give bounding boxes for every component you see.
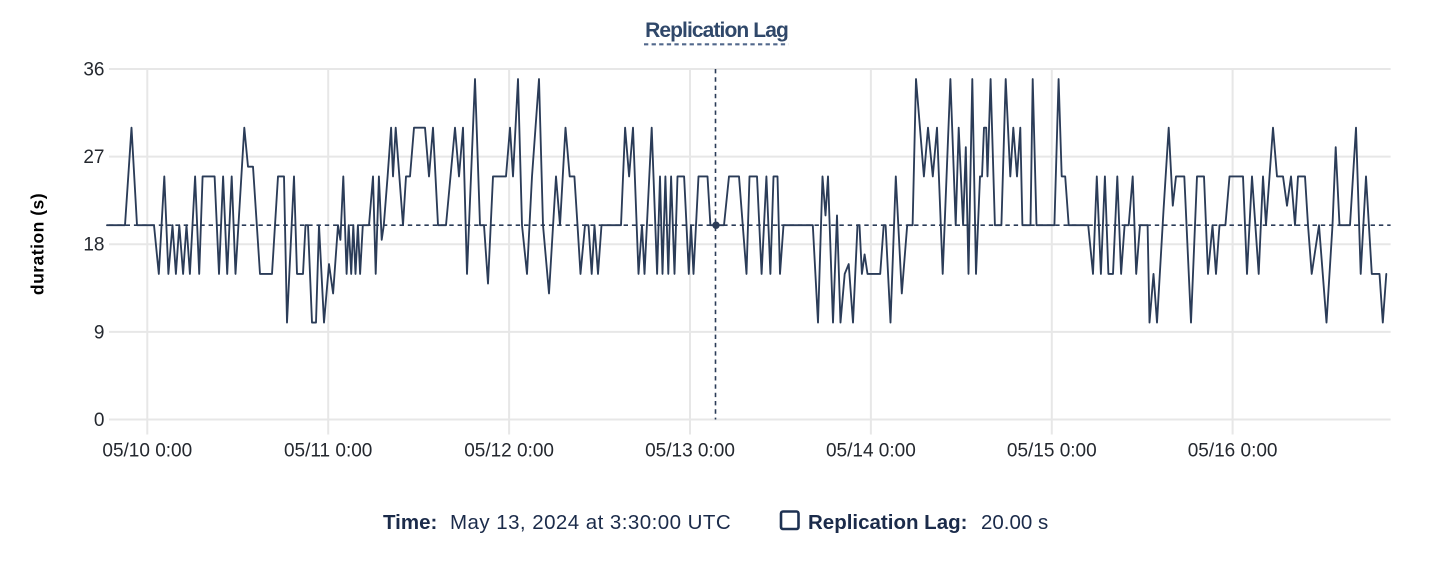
svg-text:20.00 s: 20.00 s	[981, 511, 1048, 534]
svg-text:May 13, 2024 at 3:30:00 UTC: May 13, 2024 at 3:30:00 UTC	[450, 511, 731, 534]
svg-text:36: 36	[83, 60, 104, 81]
svg-text:05/10 0:00: 05/10 0:00	[102, 441, 192, 462]
svg-text:9: 9	[94, 322, 105, 343]
svg-text:Time:: Time:	[383, 511, 437, 534]
svg-text:Replication Lag:: Replication Lag:	[808, 511, 967, 534]
svg-text:Replication Lag: Replication Lag	[645, 19, 788, 42]
svg-text:05/14 0:00: 05/14 0:00	[826, 441, 916, 462]
svg-text:05/11 0:00: 05/11 0:00	[284, 441, 372, 462]
svg-text:27: 27	[83, 147, 104, 168]
svg-text:0: 0	[94, 410, 105, 431]
svg-text:05/16 0:00: 05/16 0:00	[1188, 441, 1278, 462]
svg-text:duration (s): duration (s)	[28, 193, 48, 295]
svg-text:05/12 0:00: 05/12 0:00	[464, 441, 554, 462]
svg-text:05/15 0:00: 05/15 0:00	[1007, 441, 1097, 462]
svg-text:18: 18	[83, 235, 104, 256]
svg-text:05/13 0:00: 05/13 0:00	[645, 441, 735, 462]
